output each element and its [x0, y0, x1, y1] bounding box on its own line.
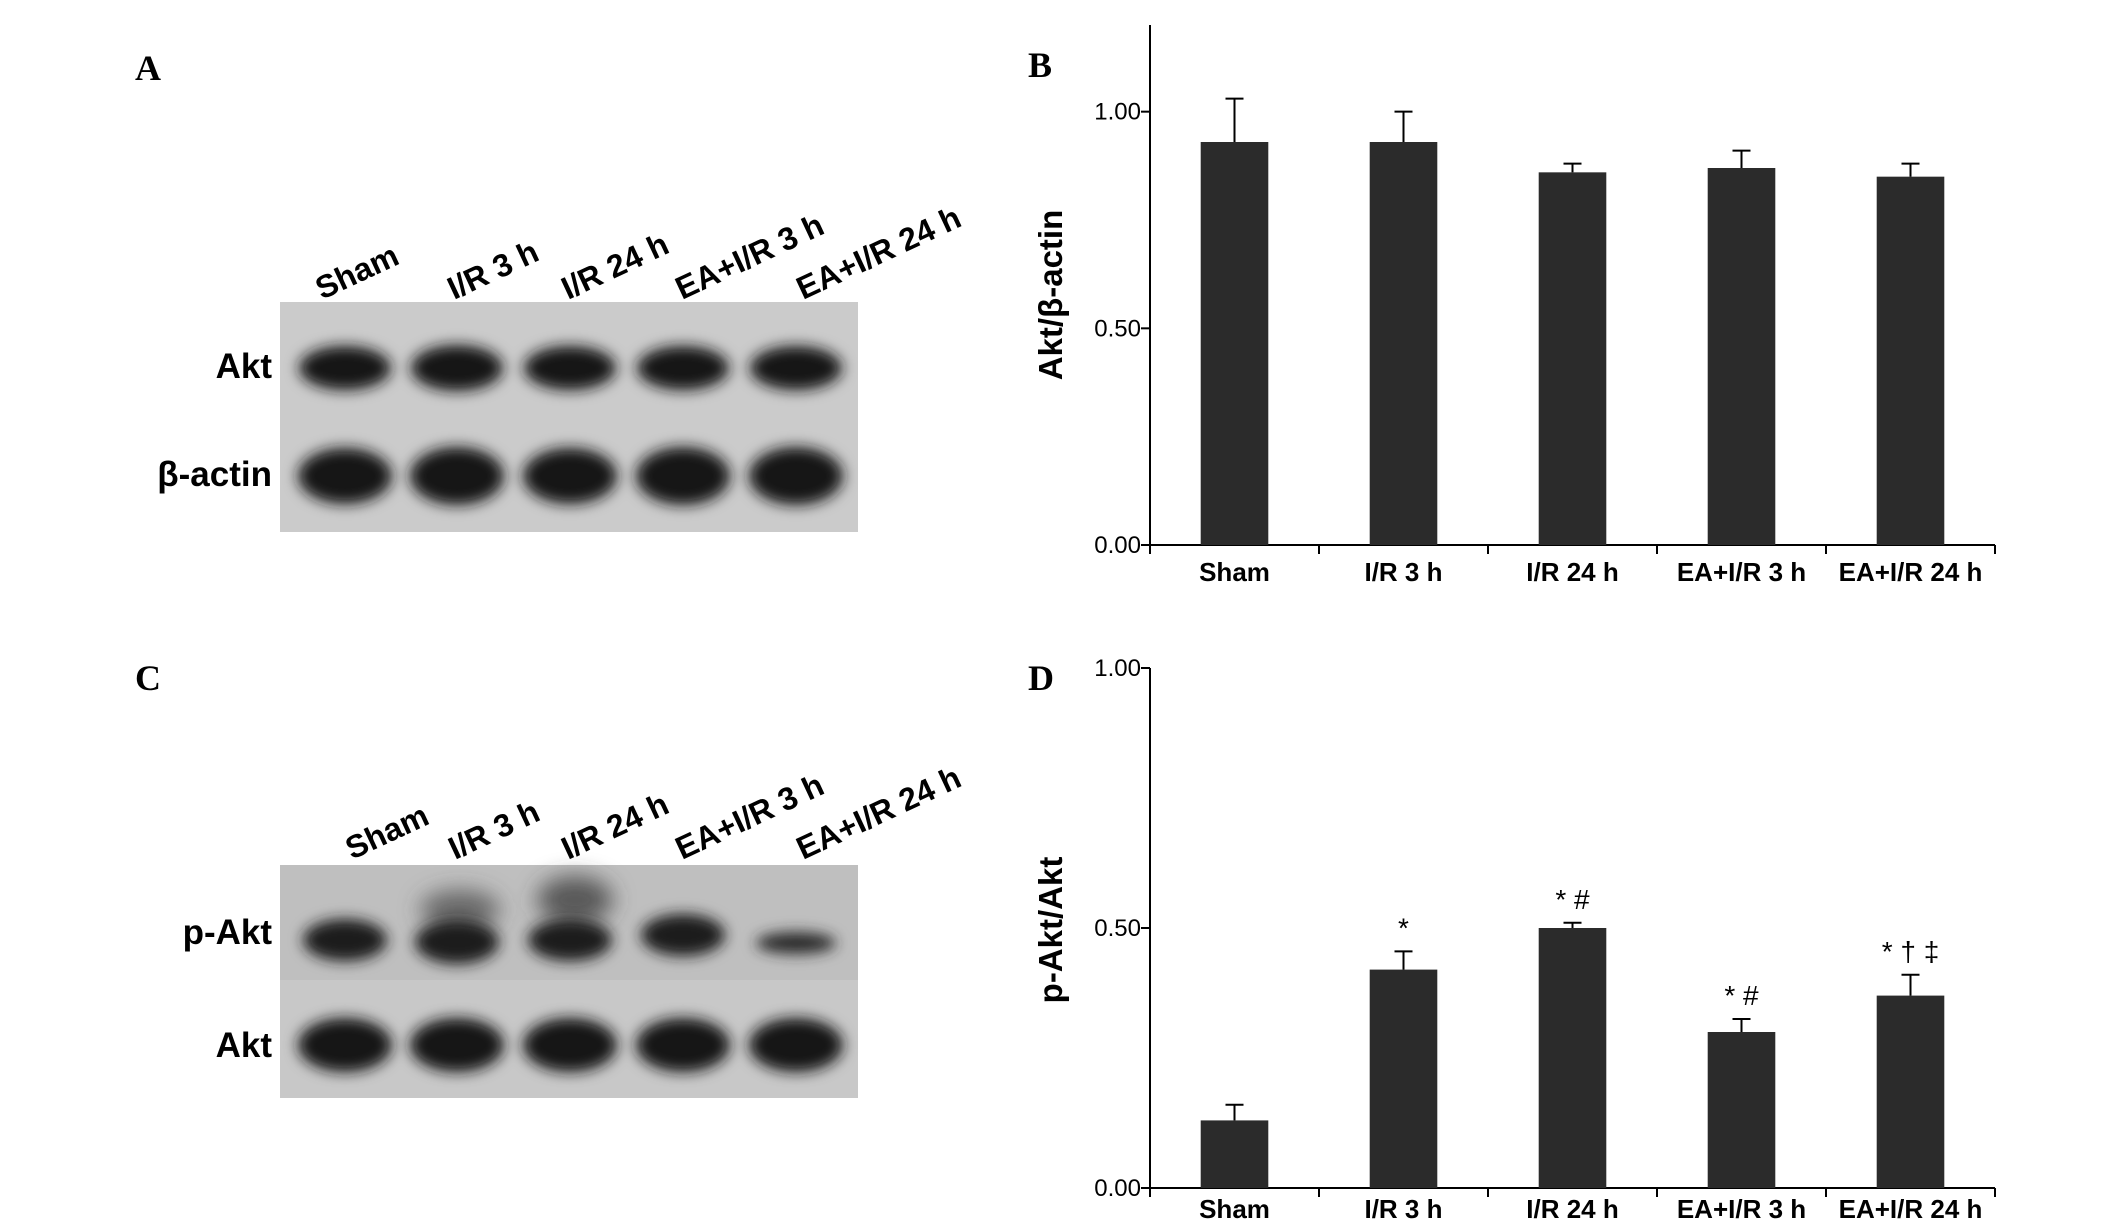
panel-letter-c: C	[135, 658, 161, 698]
category-label: I/R 24 h	[1526, 1194, 1618, 1220]
chart-b-bars	[1200, 142, 1945, 546]
category-label: EA+I/R 3 h	[1677, 1194, 1806, 1220]
category-label: I/R 24 h	[1526, 557, 1618, 587]
y-tick-label: 0.50	[1094, 915, 1141, 942]
significance-marker: * #	[1555, 884, 1590, 915]
bar-chart-p-akt-akt: D 0.00 0.50 1.00 Sham I/R 3 h * I/R 24 h * # EA+…	[1028, 655, 1996, 1220]
bar-chart-akt-beta-actin: B 0.00 0.50 1.00 Sham I/R 3 h I/R 24 h EA+I/R …	[1028, 25, 1996, 587]
bar	[1200, 142, 1269, 545]
blot-bands-akt-a	[299, 345, 842, 391]
bar	[1876, 176, 1945, 545]
blot-bands-akt-c	[298, 1018, 843, 1072]
lane-label-sham-c: Sham	[340, 797, 434, 866]
category-label: Sham	[1199, 1194, 1270, 1220]
chart-b-labels: 0.00 0.50 1.00 Sham I/R 3 h I/R 24 h EA+I/R 3 …	[1032, 99, 1982, 587]
panel-a: A Sham I/R 3 h I/R 24 h EA+I/R 3 h EA+I/…	[135, 48, 966, 532]
bar	[1707, 1032, 1776, 1188]
bar	[1369, 969, 1438, 1188]
significance-marker: * #	[1724, 980, 1759, 1011]
bar	[1369, 142, 1438, 545]
category-label: EA+I/R 3 h	[1677, 557, 1806, 587]
chart-b-error-bars	[1225, 97, 1920, 177]
lane-label-ir-3h: I/R 3 h	[442, 233, 544, 306]
category-label: EA+I/R 24 h	[1839, 557, 1983, 587]
y-tick-label: 0.50	[1094, 315, 1141, 342]
category-label: I/R 3 h	[1364, 1194, 1442, 1220]
blot-smear-p-akt	[420, 876, 613, 930]
bar	[1538, 928, 1607, 1188]
category-label: EA+I/R 24 h	[1839, 1194, 1983, 1220]
chart-d-error-bars	[1225, 921, 1920, 1121]
y-tick-label: 0.00	[1094, 532, 1141, 559]
blot-bands-actin-a	[298, 447, 843, 505]
row-label-beta-actin-a: β-actin	[157, 455, 272, 494]
category-label: I/R 3 h	[1364, 557, 1442, 587]
y-tick-label: 0.00	[1094, 1175, 1141, 1202]
y-tick-label: 1.00	[1094, 99, 1141, 126]
bar	[1876, 995, 1945, 1188]
lane-label-sham: Sham	[310, 237, 404, 306]
significance-marker: *	[1398, 912, 1409, 943]
panel-letter-d: D	[1028, 658, 1054, 698]
lane-label-ir-24h-c: I/R 24 h	[556, 786, 674, 867]
lane-label-ir-24h: I/R 24 h	[556, 226, 674, 307]
lane-label-ir-3h-c: I/R 3 h	[443, 793, 545, 866]
chart-d-bars	[1200, 928, 1945, 1188]
significance-marker: * † ‡	[1882, 936, 1940, 967]
row-label-akt-a: Akt	[216, 347, 273, 386]
blot-bands-p-akt	[303, 914, 836, 964]
row-label-p-akt-c: p-Akt	[183, 913, 273, 952]
bar	[1707, 168, 1776, 545]
row-label-akt-c: Akt	[216, 1026, 273, 1065]
y-axis-title: p-Akt/Akt	[1032, 857, 1069, 1004]
panel-letter-b: B	[1028, 45, 1052, 85]
y-tick-label: 1.00	[1094, 655, 1141, 682]
y-axis-title: Akt/β-actin	[1032, 210, 1069, 381]
panel-letter-a: A	[135, 48, 161, 88]
panel-c: C Sham I/R 3 h I/R 24 h EA+I/R 3 h EA+I/…	[135, 658, 966, 1098]
category-label: Sham	[1199, 557, 1270, 587]
chart-d-labels: 0.00 0.50 1.00 Sham I/R 3 h * I/R 24 h * # EA+I/…	[1032, 655, 1982, 1220]
bar	[1538, 172, 1607, 546]
bar	[1200, 1120, 1269, 1188]
